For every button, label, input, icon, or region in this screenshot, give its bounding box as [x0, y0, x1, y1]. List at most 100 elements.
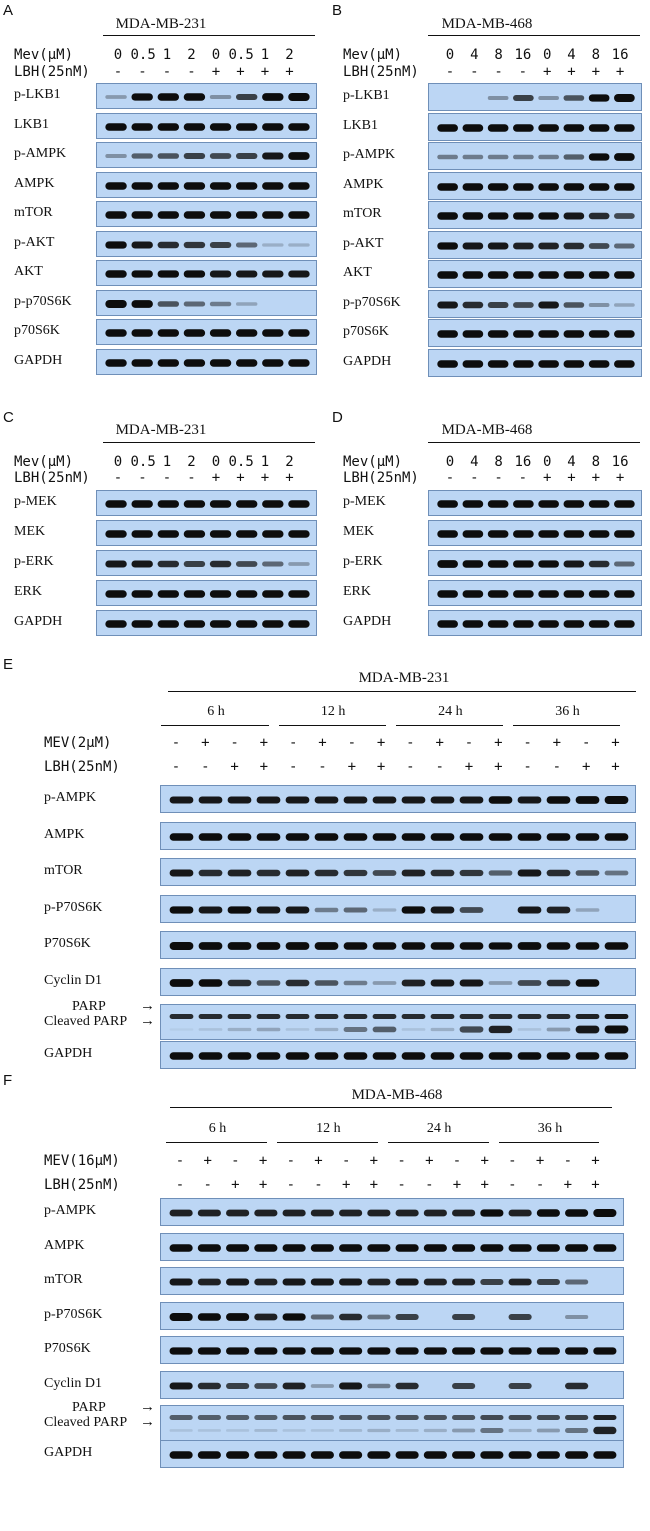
- panel-c-row-3-band-6: [235, 561, 258, 567]
- panel-f-row-6-band-2: [197, 1382, 221, 1389]
- panel-b-row-3-band-5: [538, 154, 559, 160]
- panel-f-row-7-band-15: [565, 1415, 589, 1421]
- treatment-label-2: LBH(25nM): [14, 64, 90, 80]
- panel-c-row-3-band-5: [209, 560, 232, 568]
- panel-b-row-3-band-4: [513, 154, 534, 160]
- panel-e-row-2-band-6: [314, 832, 339, 841]
- panel-a-row-4-band-1: [105, 181, 127, 190]
- treatment-value: +: [285, 470, 294, 486]
- blot-row-label: mTOR: [343, 206, 382, 221]
- panel-f-row-3-band-3: [226, 1278, 250, 1286]
- panel-a-row-5-band-5: [209, 211, 232, 219]
- panel-f-row-3-band-9: [395, 1278, 419, 1286]
- panel-a-row-2-band-3: [157, 122, 180, 131]
- timepoint-4: 36 h: [537, 1121, 563, 1136]
- blot-membrane: [96, 490, 317, 516]
- panel-f-row-1-band-8: [367, 1209, 391, 1217]
- panel-e-row-1-band-12: [488, 796, 513, 804]
- blot-row-label: p-AMPK: [44, 790, 97, 805]
- panel-e-row-8-band-13: [517, 1051, 542, 1060]
- treatment-label-1: Mev(µM): [343, 47, 403, 63]
- panel-f-row-3-band-5: [282, 1278, 306, 1286]
- panel-d-row-2-band-2: [462, 530, 484, 538]
- panel-e-row-8-band-14: [546, 1051, 571, 1060]
- treatment-value: +: [480, 1177, 489, 1193]
- panel-b-row-6-band-3: [487, 242, 509, 249]
- panel-e-row-2-band-3: [227, 832, 252, 841]
- panel-f-row-5-band-8: [367, 1347, 391, 1355]
- treatment-value: 4: [470, 47, 479, 63]
- panel-d-row-3-band-4: [513, 560, 534, 568]
- panel-b-row-5-band-3: [487, 212, 509, 220]
- treatment-value: -: [523, 735, 532, 751]
- panel-d-row-1-band-4: [513, 500, 534, 508]
- blot-membrane: [428, 348, 642, 377]
- panel-a-row-4-band-2: [131, 181, 153, 190]
- panel-a-row-6-band-1: [105, 240, 127, 249]
- panel-e-row-1-bands: [169, 796, 629, 804]
- panel-a-row-6-band-8: [288, 242, 310, 247]
- blot-row-label: p-AMPK: [44, 1203, 97, 1218]
- panel-a-row-3-band-2: [131, 153, 153, 159]
- blot-row-label: LKB1: [14, 116, 49, 132]
- blot-row-label: p-P70S6K: [44, 899, 103, 915]
- panel-b-row-4-band-5: [538, 182, 559, 191]
- panel-e-row-4-band-4: [256, 906, 281, 913]
- panel-b-row-6-band-4: [513, 242, 534, 249]
- panel-e-row-7-band-3: [227, 1014, 252, 1020]
- timepoint-rule-2: [276, 1142, 378, 1143]
- panel-e-row-5-band-4: [256, 942, 281, 950]
- panel-b-row-8-band-5: [538, 301, 559, 308]
- panel-a-row-8-band-4: [183, 301, 206, 306]
- treatment-value: +: [211, 470, 221, 486]
- blot-membrane: [96, 201, 317, 227]
- panel-e-row-6-band-14: [546, 979, 571, 986]
- panel-f-row-1-band-11: [452, 1209, 476, 1217]
- blot-membrane: [160, 821, 636, 850]
- panel-e-row-5-band-6: [314, 942, 339, 950]
- panel-b-row-7-band-8: [614, 271, 635, 279]
- panel-f-letter: F: [3, 1072, 13, 1089]
- blot-membrane: [428, 201, 642, 229]
- treatment-value: 1: [260, 454, 270, 470]
- panel-a-row-5-band-6: [235, 211, 258, 219]
- blot-row-label: p-ERK: [343, 554, 383, 569]
- panel-e-row-7-band-10: [430, 1014, 455, 1020]
- panel-c-row-4-band-5: [209, 590, 232, 598]
- panel-d-row-4-band-7: [588, 590, 610, 598]
- panel-b-row-7-bands: [437, 271, 635, 279]
- panel-b-row-2-band-6: [563, 123, 585, 132]
- panel-b-row-1-band-7: [588, 94, 610, 102]
- panel-f-row-8-band-4: [254, 1450, 278, 1459]
- panel-e-row-4-band-7: [343, 907, 368, 912]
- treatment-value: 16: [514, 47, 532, 63]
- panel-e-row-2-bands: [169, 832, 629, 841]
- panel-b-row-6-band-1: [437, 241, 458, 250]
- timepoint-3: 24 h: [426, 1121, 452, 1136]
- blot-membrane: [96, 580, 317, 606]
- blot-row-label: p-ERK: [14, 554, 54, 569]
- treatment-value: +: [260, 470, 270, 486]
- panel-f-row-7-band-1: [169, 1429, 193, 1432]
- panel-e-row-6-band-9: [401, 979, 426, 986]
- panel-f-row-6-band-15: [565, 1382, 589, 1389]
- panel-f-row-8-bands: [169, 1450, 617, 1459]
- blot-membrane: [428, 289, 642, 318]
- panel-e-row-7-band-4: [256, 1014, 281, 1020]
- panel-b-row-4-band-8: [614, 182, 635, 191]
- panel-e-row-4-band-2: [198, 906, 223, 913]
- treatment-value: -: [464, 735, 474, 751]
- panel-a-row-4-band-5: [209, 181, 232, 190]
- blot-row-label: mTOR: [44, 1272, 83, 1287]
- treatment-value: 8: [494, 47, 503, 63]
- panel-a-row-4-band-4: [183, 181, 206, 190]
- treatment-label-1: Mev(µM): [14, 47, 74, 63]
- panel-b-row-5-bands: [437, 212, 635, 220]
- panel-e-row-1-band-3: [227, 796, 252, 804]
- panel-e-row-5-band-15: [575, 942, 600, 950]
- panel-e-row-7-band-2: [198, 1014, 223, 1020]
- panel-e-row-4-band-13: [517, 906, 542, 913]
- blot-row-label: GAPDH: [14, 614, 63, 629]
- panel-c-row-3-band-1: [105, 560, 127, 568]
- panel-c-row-2-band-7: [262, 530, 284, 538]
